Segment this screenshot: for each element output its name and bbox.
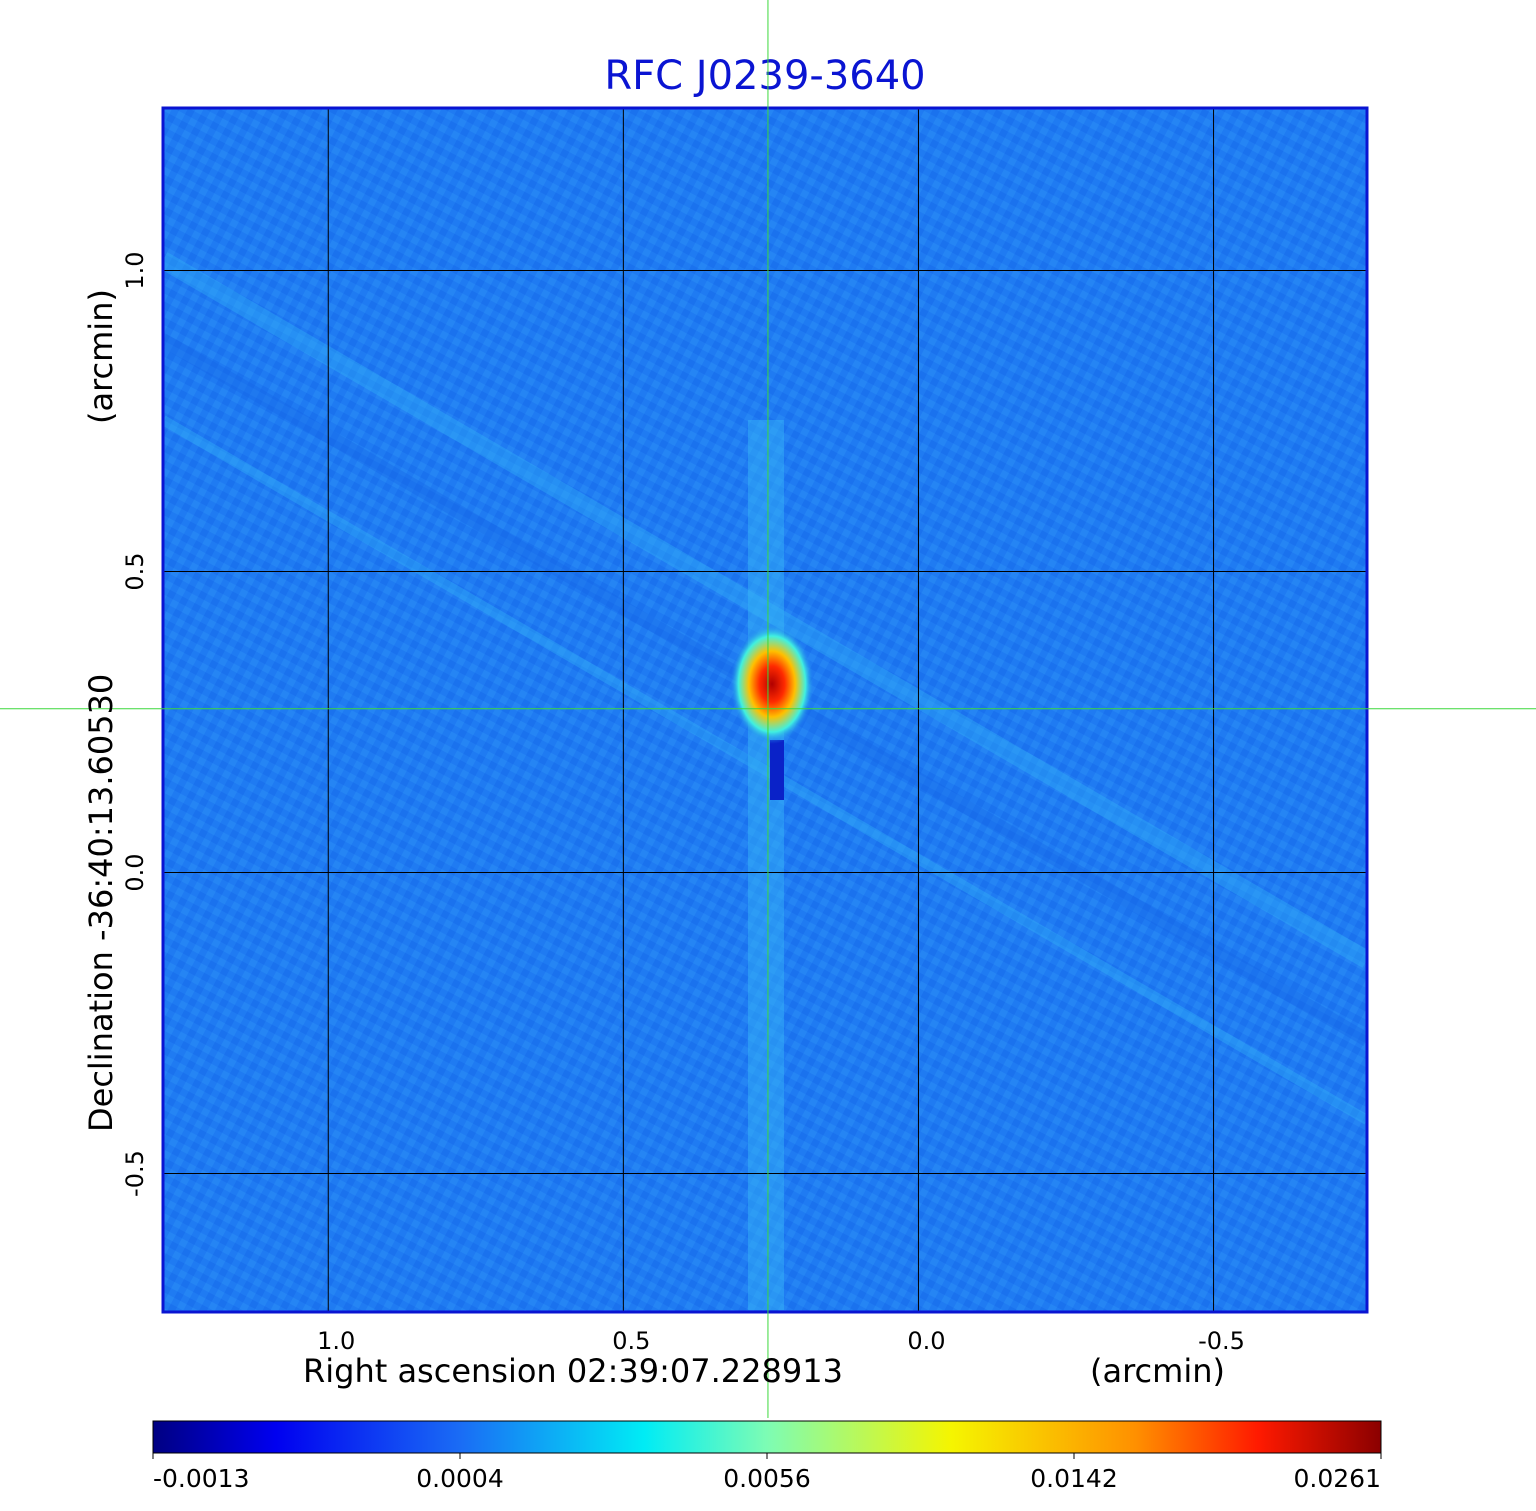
x-tick-label: 0.0 (907, 1327, 945, 1355)
y-axis-unit: (arcmin) (82, 289, 120, 424)
x-axis-label: Right ascension 02:39:07.228913 (303, 1352, 843, 1390)
y-tick-label: 0.5 (121, 552, 149, 590)
x-tick-label: -0.5 (1198, 1327, 1245, 1355)
y-tick-label: 1.0 (121, 251, 149, 289)
colorbar-tick-label: 0.0056 (723, 1464, 810, 1493)
x-tick-label: 0.5 (612, 1327, 650, 1355)
colorbar-tick-labels: -0.0013 0.0004 0.0056 0.0142 0.0261 (152, 1453, 1382, 1493)
crosshair (0, 0, 1536, 1418)
chart-title: RFC J0239-3640 (604, 53, 925, 99)
x-axis-unit: (arcmin) (1090, 1352, 1225, 1390)
negative-sidelobe (770, 740, 784, 800)
image-panel (163, 108, 1367, 1312)
x-tick-labels: 1.0 0.5 0.0 -0.5 (317, 1327, 1245, 1355)
colorbar-tick-label: -0.0013 (153, 1464, 250, 1493)
plot-frame (161, 106, 1369, 1314)
x-tick-label: 1.0 (317, 1327, 355, 1355)
grid-lines (163, 108, 1367, 1312)
colorbar-tick-label: 0.0261 (1294, 1464, 1381, 1493)
y-tick-label: -0.5 (121, 1150, 149, 1197)
colorbar (152, 1420, 1382, 1454)
colorbar-tick-label: 0.0004 (416, 1464, 503, 1493)
y-axis-label: Declination -36:40:13.60530 (82, 674, 120, 1132)
source-peak (730, 624, 814, 744)
y-tick-label: 0.0 (121, 853, 149, 891)
y-tick-labels: 1.0 0.5 0.0 -0.5 (121, 251, 149, 1197)
colorbar-tick-label: 0.0142 (1030, 1464, 1117, 1493)
source-vertical-feature (748, 420, 784, 1310)
